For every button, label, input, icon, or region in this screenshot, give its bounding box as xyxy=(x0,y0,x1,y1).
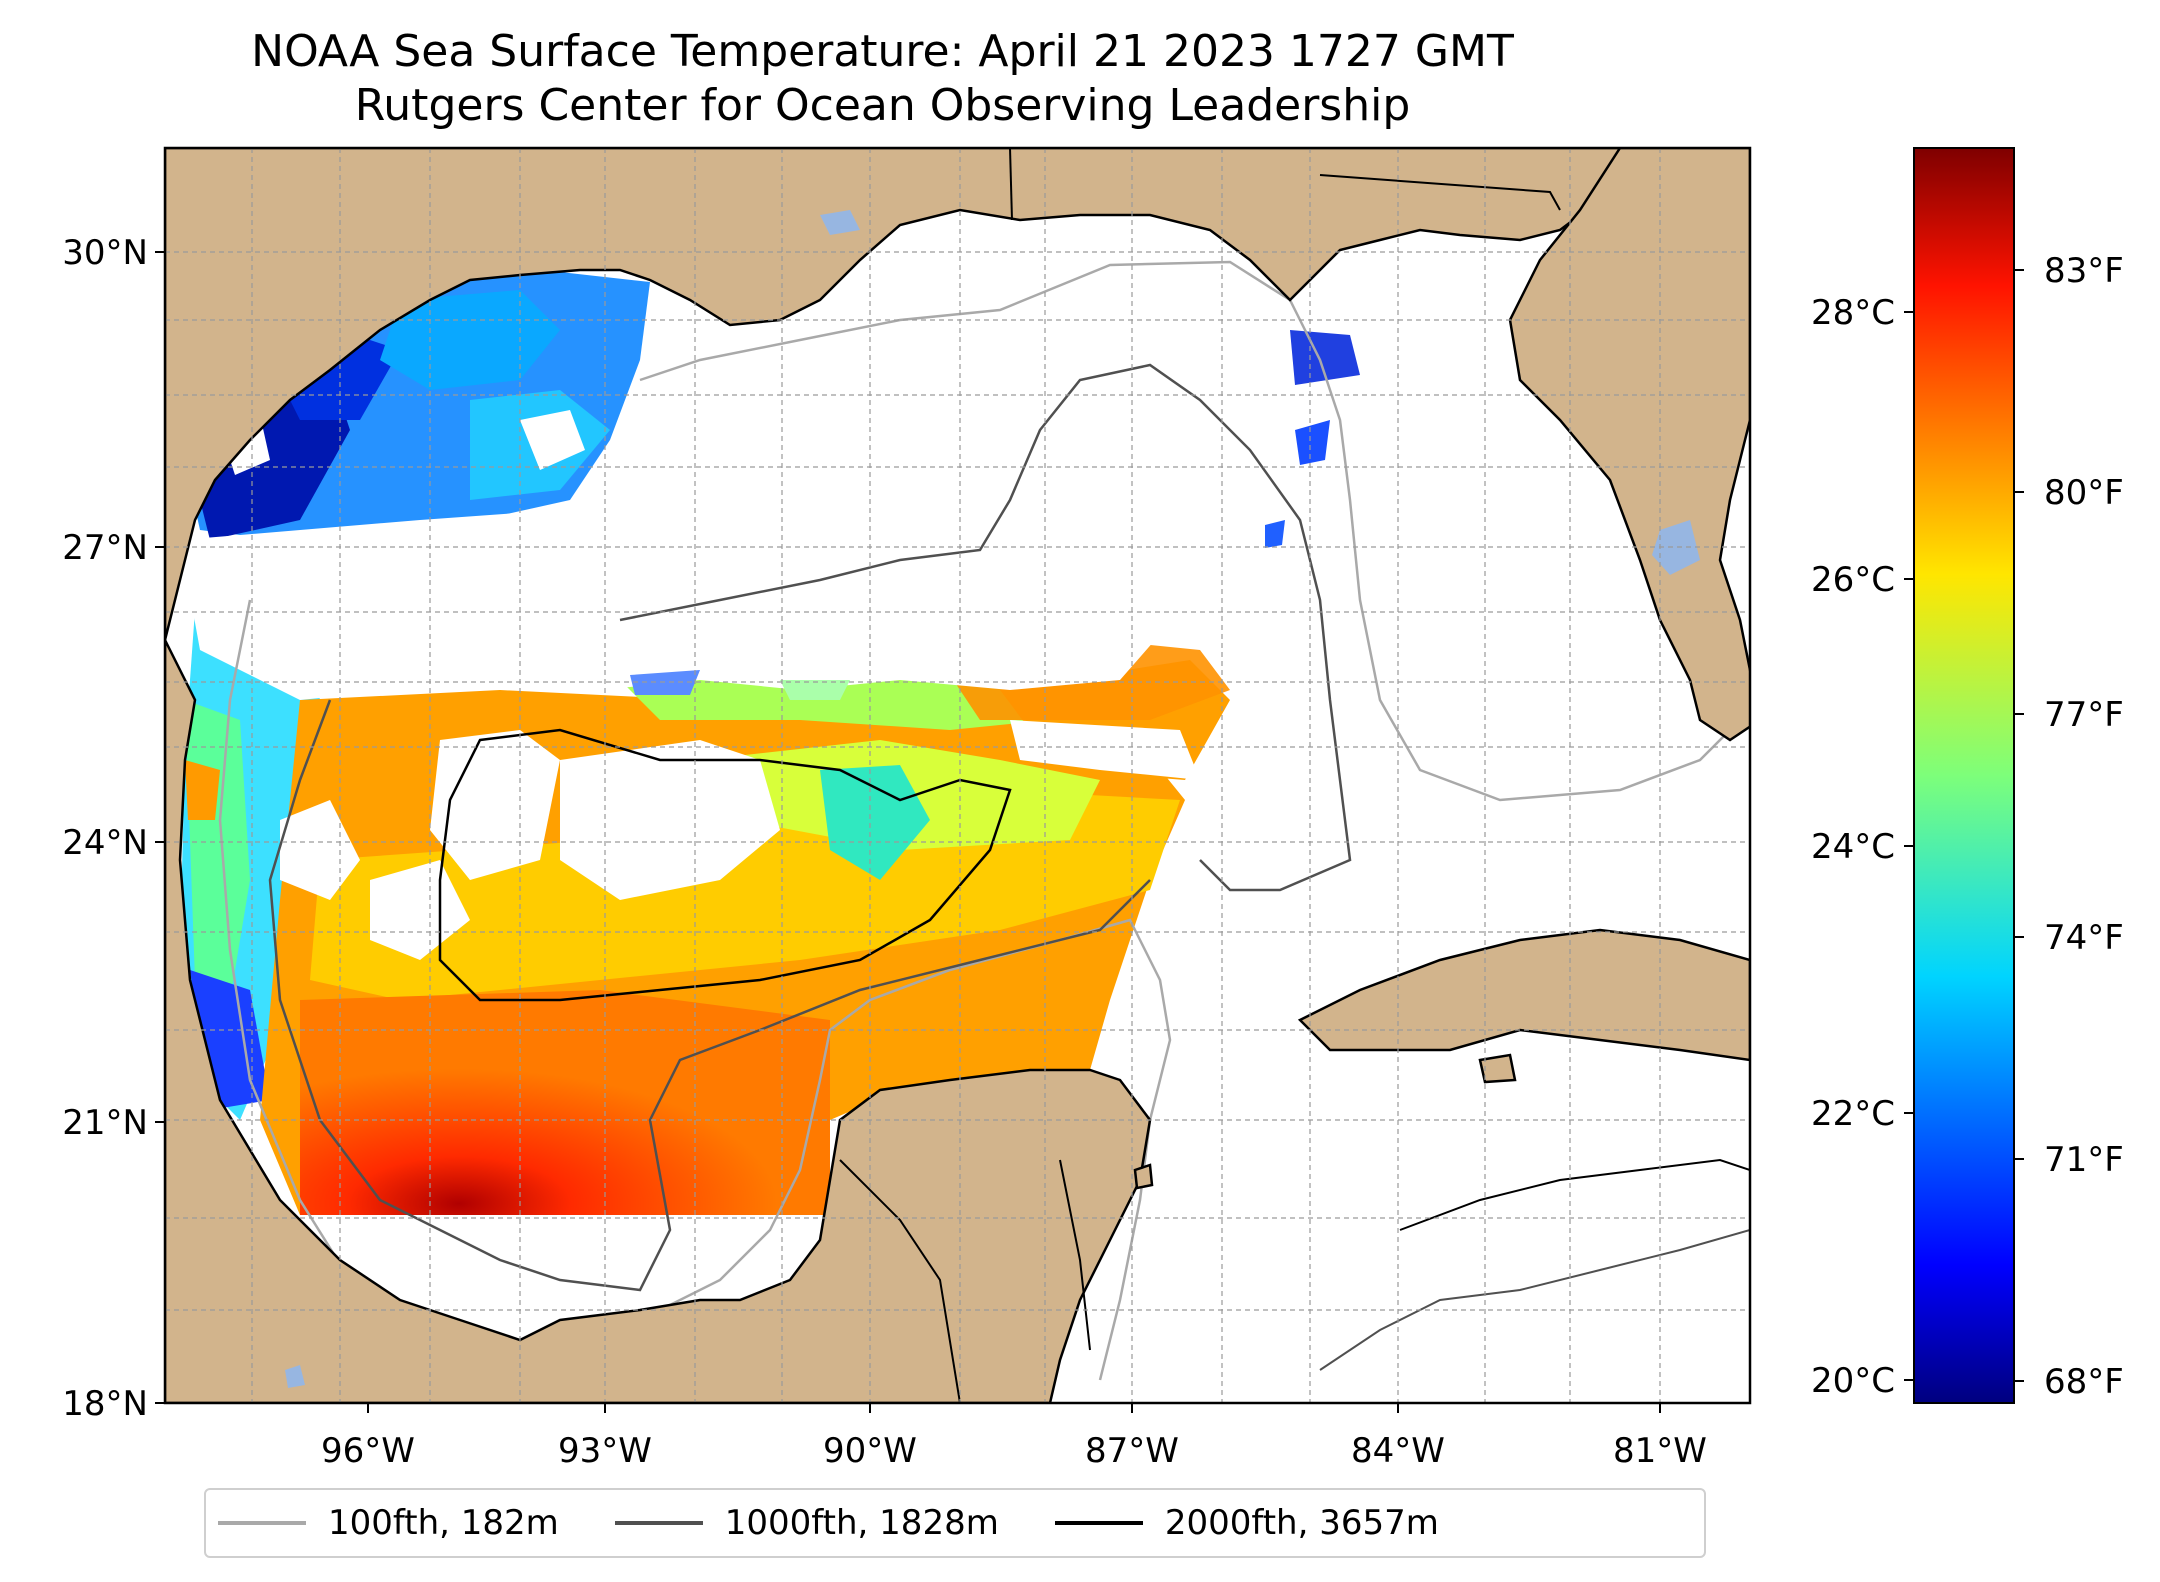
lakes-layer xyxy=(285,210,1700,1388)
contour-2000fth-caribbean xyxy=(1399,1158,1750,1231)
legend-item-1000fth: 1000fth, 1828m xyxy=(614,1503,999,1543)
colorbar-tick-83f: 83°F xyxy=(2044,251,2124,291)
legend-line-2000fth xyxy=(1054,1521,1143,1525)
colorbar-tick-20c: 20°C xyxy=(1811,1361,1895,1401)
legend-label-1000fth: 1000fth, 1828m xyxy=(724,1503,999,1543)
colorbar-celsius-ticks xyxy=(1904,311,1914,1381)
gridlines xyxy=(165,148,1750,1403)
contour-1000fth xyxy=(619,363,1352,892)
lon-tick-84w: 84°W xyxy=(1351,1431,1445,1471)
latitude-axis xyxy=(155,251,165,1404)
state-border-ms-al xyxy=(1009,148,1013,221)
lake-pontchartrain xyxy=(820,210,860,235)
border-mexico-guatemala xyxy=(839,1159,961,1403)
borders xyxy=(839,148,1561,1403)
legend-item-2000fth: 2000fth, 3657m xyxy=(1054,1503,1439,1543)
colorbar-fahrenheit-ticks xyxy=(2014,269,2024,1382)
colorbar-tick-80f: 80°F xyxy=(2044,473,2124,513)
chart-title-line-1: NOAA Sea Surface Temperature: April 21 2… xyxy=(251,26,1514,77)
cuba-land xyxy=(1297,928,1750,1062)
map-area xyxy=(165,148,1750,1403)
lon-tick-87w: 87°W xyxy=(1085,1431,1179,1471)
us-gulf-coast-land xyxy=(165,148,1622,641)
lat-tick-30n: 30°N xyxy=(62,233,148,273)
depth-contours xyxy=(218,260,1750,1381)
colorbar-tick-22c: 22°C xyxy=(1811,1094,1895,1134)
lat-tick-21n: 21°N xyxy=(62,1103,148,1143)
map-frame xyxy=(163,146,1752,1405)
legend-label-100fth: 100fth, 182m xyxy=(328,1503,559,1543)
colorbar-tick-28c: 28°C xyxy=(1811,293,1895,333)
state-border-al-fl xyxy=(1319,174,1561,211)
contour-legend: 100fth, 182m 1000fth, 1828m 2000fth, 365… xyxy=(204,1488,1706,1558)
contour-1000fth-caribbean xyxy=(1319,1229,1750,1371)
contour-2000fth xyxy=(438,728,1012,1002)
colorbar-tick-24c: 24°C xyxy=(1811,827,1895,867)
cozumel-island xyxy=(1133,1163,1154,1190)
colorbar-tick-68f: 68°F xyxy=(2044,1362,2124,1402)
colorbar-tick-74f: 74°F xyxy=(2044,918,2124,958)
lake-okeechobee xyxy=(1652,520,1700,575)
longitude-axis xyxy=(367,1403,1661,1413)
lat-tick-18n: 18°N xyxy=(62,1384,148,1424)
mexico-land xyxy=(165,639,1152,1403)
colorbar-tick-77f: 77°F xyxy=(2044,695,2124,735)
legend-line-100fth xyxy=(218,1521,306,1525)
lon-tick-96w: 96°W xyxy=(321,1431,415,1471)
lon-tick-90w: 90°W xyxy=(823,1431,917,1471)
contour-100fth xyxy=(639,260,1741,802)
lake-mexico xyxy=(285,1365,305,1388)
contour-1000fth-west xyxy=(268,699,1151,1292)
lon-tick-93w: 93°W xyxy=(558,1431,652,1471)
legend-line-1000fth xyxy=(614,1521,703,1525)
lat-tick-24n: 24°N xyxy=(62,823,148,863)
contour-100fth-west xyxy=(218,599,1172,1381)
border-mexico-belize xyxy=(1059,1159,1091,1351)
colorbar-tick-71f: 71°F xyxy=(2044,1140,2124,1180)
legend-item-100fth: 100fth, 182m xyxy=(218,1503,559,1543)
colorbar xyxy=(1913,147,2015,1404)
lat-tick-27n: 27°N xyxy=(62,528,148,568)
legend-label-2000fth: 2000fth, 3657m xyxy=(1164,1503,1439,1543)
chart-title-line-2: Rutgers Center for Ocean Observing Leade… xyxy=(354,80,1411,131)
colorbar-tick-26c: 26°C xyxy=(1811,560,1895,600)
lon-tick-81w: 81°W xyxy=(1613,1431,1707,1471)
isla-de-la-juventud xyxy=(1478,1053,1517,1084)
